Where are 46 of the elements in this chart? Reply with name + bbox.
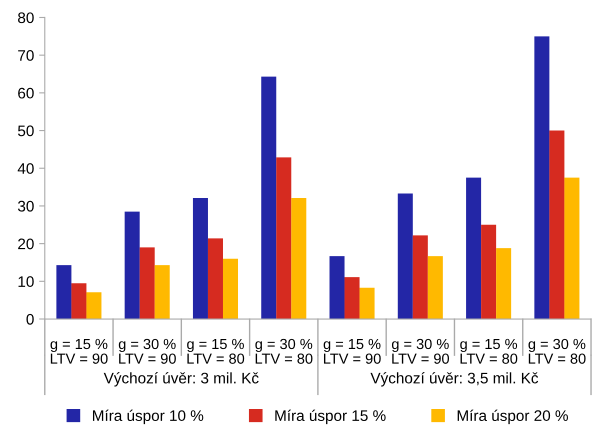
bar <box>534 36 550 320</box>
y-tick-label: 30 <box>18 200 34 212</box>
bar <box>86 292 102 320</box>
y-tick-label: 50 <box>18 125 34 136</box>
bar <box>140 247 155 320</box>
y-tick-label: 0 <box>26 314 34 325</box>
bar <box>564 178 580 320</box>
x-tick-label: g = 15 % LTV = 90 <box>50 338 108 364</box>
bar <box>344 277 360 320</box>
legend-label: Míra úspor 20 % <box>458 410 568 424</box>
x-tick-label: g = 15 % LTV = 80 <box>187 338 244 364</box>
bar <box>56 265 72 320</box>
bar <box>466 178 482 320</box>
legend-label: Míra úspor 10 % <box>92 410 204 424</box>
legend-label: Míra úspor 15 % <box>275 410 386 424</box>
bar <box>192 198 208 320</box>
bar <box>496 248 512 320</box>
bar <box>291 198 306 320</box>
y-tick-label: 10 <box>18 276 34 288</box>
x-tick-label: g = 15 % LTV = 80 <box>460 338 518 364</box>
x-tick-label: g = 30 % LTV = 80 <box>528 338 586 364</box>
x-tick-label: g = 15 % LTV = 90 <box>324 338 381 364</box>
bar <box>549 130 564 320</box>
bar <box>330 256 345 320</box>
bar <box>360 288 375 320</box>
bar <box>124 212 140 320</box>
bar <box>398 194 413 320</box>
bar <box>261 76 276 320</box>
y-tick-label: 60 <box>18 88 34 99</box>
bar <box>428 256 443 320</box>
x-tick-label: g = 30 % LTV = 80 <box>255 338 312 364</box>
bar <box>208 238 223 320</box>
text: Výchozí úvěr: 3,5 mil. Kč <box>370 372 538 387</box>
y-tick-label: 70 <box>18 50 34 61</box>
y-tick-label: 20 <box>18 238 34 250</box>
y-tick-label: 40 <box>18 163 34 174</box>
bar <box>276 157 292 320</box>
text: Výchozí úvěr: 3 mil. Kč <box>104 372 259 387</box>
bar <box>222 258 238 320</box>
bar <box>71 283 86 320</box>
x-tick-label: g = 30 % LTV = 90 <box>392 338 450 364</box>
y-tick-label: 80 <box>18 12 34 24</box>
bar <box>481 224 496 320</box>
x-tick-label: g = 30 % LTV = 90 <box>118 338 176 364</box>
bar <box>412 235 428 320</box>
bar <box>154 265 170 320</box>
